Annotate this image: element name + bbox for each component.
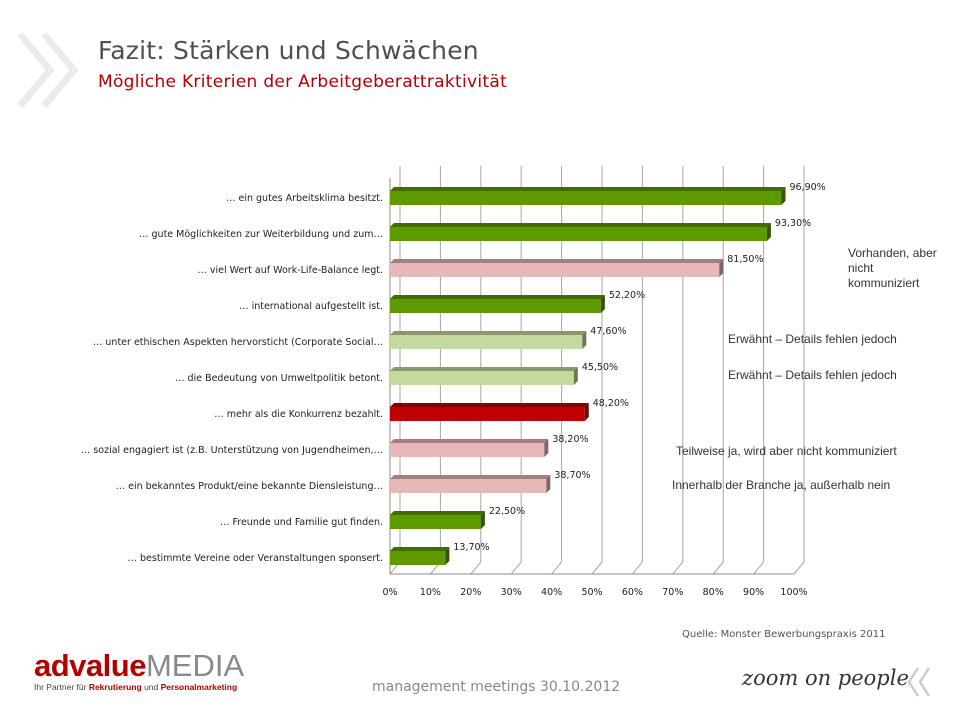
- chevron-left-icon: [907, 667, 931, 697]
- bar-side: [544, 439, 549, 457]
- slogan: zoom on people: [742, 666, 909, 690]
- annotation-label: Erwähnt – Details fehlen jedoch: [728, 332, 897, 346]
- data-label: 45,50%: [582, 362, 618, 373]
- bar-side: [480, 511, 485, 529]
- annotation-label: Teilweise ja, wird aber nicht kommunizie…: [676, 444, 897, 458]
- category-label: … bestimmte Vereine oder Veranstaltungen…: [127, 553, 383, 564]
- category-label: … Freunde und Familie gut finden.: [220, 517, 383, 528]
- x-tick-label: 50%: [581, 587, 602, 598]
- bar: [390, 407, 585, 421]
- bar-top: [390, 367, 578, 371]
- bar: [390, 443, 545, 457]
- category-label: … ein gutes Arbeitsklima besitzt.: [226, 193, 383, 204]
- data-label: 47,60%: [590, 326, 626, 337]
- category-label: … die Bedeutung von Umweltpolitik betont…: [175, 373, 383, 384]
- logo-tagline-bold: Personalmarketing: [160, 682, 238, 692]
- bar-top: [390, 475, 551, 479]
- bar: [390, 551, 446, 565]
- footer-text: management meetings 30.10.2012: [372, 679, 621, 695]
- bar-top: [390, 259, 724, 263]
- category-label: … viel Wert auf Work-Life-Balance legt.: [197, 265, 383, 276]
- category-label: … mehr als die Konkurrenz bezahlt.: [214, 409, 383, 420]
- annotation-label: Erwähnt – Details fehlen jedoch: [728, 368, 897, 382]
- data-label: 52,20%: [609, 290, 645, 301]
- chevron-decoration-icon: [17, 31, 79, 109]
- gridline-floor: [591, 561, 603, 575]
- x-tick-label: 40%: [541, 587, 562, 598]
- x-tick-label: 80%: [703, 587, 724, 598]
- source-note: Quelle: Monster Bewerbungspraxis 2011: [682, 629, 886, 640]
- logo-brand-bold: advalue: [34, 648, 146, 683]
- gridline-floor: [551, 561, 562, 575]
- bar-top: [390, 439, 549, 443]
- bar-side: [573, 367, 578, 385]
- gridline-floor: [470, 561, 482, 575]
- bar-side: [445, 547, 450, 565]
- gridline-floor: [510, 561, 522, 575]
- bar: [390, 371, 574, 385]
- data-label: 22,50%: [489, 506, 525, 517]
- bar-side: [582, 331, 587, 349]
- x-tick-label: 0%: [382, 587, 397, 598]
- annotation-label: Innerhalb der Branche ja, außerhalb nein: [672, 478, 891, 492]
- bar-side: [781, 187, 786, 205]
- data-label: 38,20%: [552, 434, 588, 445]
- data-label: 93,30%: [775, 218, 811, 229]
- logo-tagline-bold: Rekrutierung: [88, 682, 142, 692]
- category-label: … gute Möglichkeiten zur Weiterbildung u…: [139, 229, 383, 240]
- annotation-label: Vorhanden, aber nicht kommuniziert: [848, 246, 937, 290]
- bar-side: [719, 259, 724, 277]
- category-label: … unter ethischen Aspekten hervorsticht …: [93, 337, 383, 348]
- bar-top: [390, 403, 589, 407]
- bar-top: [390, 187, 786, 191]
- bar-top: [390, 547, 450, 551]
- bar: [390, 479, 547, 493]
- x-tick-label: 20%: [460, 587, 481, 598]
- gridline-floor: [793, 561, 805, 575]
- bar-side: [766, 223, 771, 241]
- category-label: … sozial engagiert ist (z.B. Unterstützu…: [81, 445, 383, 456]
- bar-top: [390, 295, 605, 299]
- gridline-floor: [712, 561, 724, 575]
- x-tick-label: 70%: [662, 587, 683, 598]
- bar: [390, 335, 583, 349]
- gridline-floor: [672, 561, 684, 575]
- data-label: 13,70%: [453, 542, 489, 553]
- bar-side: [584, 403, 589, 421]
- logo-brand-light: MEDIA: [145, 648, 245, 683]
- gridline-floor: [632, 561, 643, 575]
- x-tick-label: 30%: [501, 587, 522, 598]
- bar-top: [390, 331, 587, 335]
- x-tick-label: 100%: [780, 587, 807, 598]
- bar-side: [600, 295, 605, 313]
- advalue-media-logo: advalueMEDIA Ihr Partner für Rekrutierun…: [34, 648, 244, 692]
- data-label: 48,20%: [593, 398, 629, 409]
- category-label: … international aufgestellt ist.: [239, 301, 383, 312]
- bar-side: [546, 475, 551, 493]
- logo-tagline: Ihr Partner für: [34, 682, 89, 692]
- page-subtitle: Mögliche Kriterien der Arbeitgeberattrak…: [98, 72, 508, 92]
- bar-top: [390, 511, 485, 515]
- data-label: 38,70%: [554, 470, 590, 481]
- x-tick-label: 60%: [622, 587, 643, 598]
- bar: [390, 227, 767, 241]
- bar: [390, 191, 782, 205]
- page-title: Fazit: Stärken und Schwächen: [98, 36, 479, 65]
- bar: [390, 515, 481, 529]
- category-label: … ein bekanntes Produkt/eine bekannte Di…: [116, 481, 383, 492]
- bar: [390, 299, 601, 313]
- x-tick-label: 10%: [420, 587, 441, 598]
- gridline-floor: [753, 561, 764, 575]
- bar-top: [390, 223, 771, 227]
- bar: [390, 263, 720, 277]
- data-label: 96,90%: [789, 182, 825, 193]
- x-tick-label: 90%: [743, 587, 764, 598]
- data-label: 81,50%: [727, 254, 763, 265]
- logo-tagline: und: [141, 682, 161, 692]
